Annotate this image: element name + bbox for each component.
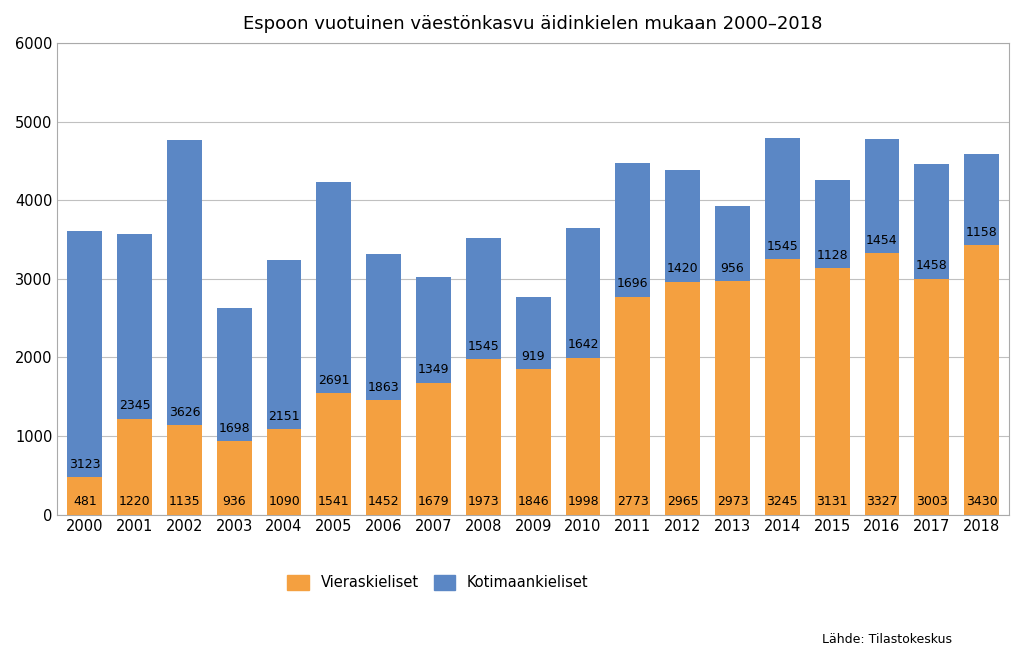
Bar [117, 419, 152, 514]
Text: 1973: 1973 [468, 495, 499, 508]
Text: 1420: 1420 [667, 262, 698, 275]
Text: 2345: 2345 [119, 399, 151, 412]
Text: 1846: 1846 [517, 495, 549, 508]
Bar [266, 429, 301, 514]
Text: 2773: 2773 [616, 495, 648, 508]
Text: 1642: 1642 [567, 339, 599, 351]
Text: 2973: 2973 [717, 495, 749, 508]
Bar [516, 297, 551, 369]
Text: 1863: 1863 [368, 381, 399, 394]
Text: 1541: 1541 [318, 495, 350, 508]
Bar [864, 138, 899, 253]
Text: 1135: 1135 [169, 495, 201, 508]
Text: 1696: 1696 [617, 278, 648, 290]
Bar [715, 205, 750, 281]
Bar [615, 296, 650, 514]
Bar [666, 282, 700, 514]
Bar [316, 182, 351, 393]
Text: 3626: 3626 [169, 406, 200, 419]
Bar [68, 231, 102, 477]
Text: Lähde: Tilastokeskus: Lähde: Tilastokeskus [822, 633, 952, 646]
Bar [615, 163, 650, 296]
Bar [167, 140, 202, 425]
Text: 919: 919 [521, 350, 545, 363]
Bar [965, 154, 999, 245]
Text: 3131: 3131 [816, 495, 848, 508]
Text: 481: 481 [73, 495, 96, 508]
Text: 1698: 1698 [218, 421, 250, 435]
Bar [815, 180, 850, 268]
Text: 3430: 3430 [966, 495, 997, 508]
Text: 3123: 3123 [69, 458, 100, 470]
Text: 2691: 2691 [318, 374, 349, 387]
Bar [565, 228, 600, 357]
Text: 1128: 1128 [816, 249, 848, 262]
Title: Espoon vuotuinen väestönkasvu äidinkielen mukaan 2000–2018: Espoon vuotuinen väestönkasvu äidinkiele… [244, 15, 823, 33]
Bar [914, 164, 949, 278]
Text: 1452: 1452 [368, 495, 399, 508]
Text: 936: 936 [222, 495, 246, 508]
Bar [715, 281, 750, 514]
Text: 1679: 1679 [418, 495, 450, 508]
Text: 1220: 1220 [119, 495, 151, 508]
Bar [914, 278, 949, 514]
Text: 2151: 2151 [268, 409, 300, 423]
Bar [666, 170, 700, 282]
Bar [367, 401, 401, 514]
Bar [416, 276, 451, 383]
Text: 1090: 1090 [268, 495, 300, 508]
Text: 1545: 1545 [766, 240, 798, 253]
Bar [815, 268, 850, 514]
Bar [466, 238, 501, 359]
Text: 1454: 1454 [866, 233, 898, 247]
Bar [765, 260, 800, 514]
Bar [117, 234, 152, 419]
Bar [367, 254, 401, 401]
Text: 1349: 1349 [418, 363, 450, 377]
Text: 1458: 1458 [915, 259, 947, 272]
Legend: Vieraskieliset, Kotimaankieliset: Vieraskieliset, Kotimaankieliset [282, 569, 595, 596]
Bar [316, 393, 351, 514]
Bar [765, 138, 800, 260]
Text: 1158: 1158 [966, 225, 997, 239]
Text: 2965: 2965 [667, 495, 698, 508]
Bar [864, 253, 899, 514]
Bar [266, 260, 301, 429]
Bar [416, 383, 451, 514]
Text: 1998: 1998 [567, 495, 599, 508]
Text: 3245: 3245 [767, 495, 798, 508]
Text: 956: 956 [721, 262, 744, 274]
Bar [565, 357, 600, 514]
Bar [68, 477, 102, 514]
Text: 3327: 3327 [866, 495, 898, 508]
Bar [217, 441, 252, 514]
Bar [167, 425, 202, 514]
Bar [466, 359, 501, 514]
Bar [965, 245, 999, 514]
Bar [516, 369, 551, 514]
Bar [217, 308, 252, 441]
Text: 3003: 3003 [915, 495, 947, 508]
Text: 1545: 1545 [468, 341, 500, 353]
